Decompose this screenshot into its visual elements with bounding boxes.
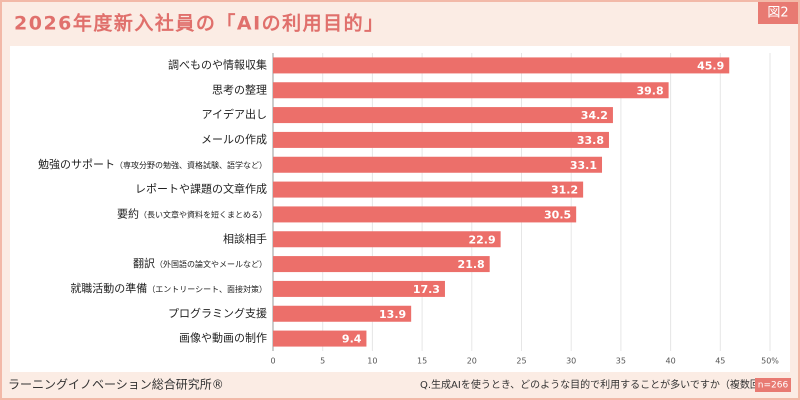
y-tick-label: 勉強のサポート（専攻分野の勉強、資格試験、語学など） bbox=[38, 157, 267, 171]
category-main: 翻訳 bbox=[133, 256, 155, 270]
y-tick-label: 画像や動画の制作 bbox=[179, 331, 267, 345]
x-tick-label: 45 bbox=[715, 357, 725, 366]
badge-box bbox=[758, 2, 798, 24]
bar bbox=[273, 206, 577, 223]
value-label: 34.2 bbox=[581, 109, 608, 122]
y-tick-label: メールの作成 bbox=[201, 133, 267, 146]
category-note: （外国語の論文やメールなど） bbox=[155, 259, 267, 269]
category-note: （専攻分野の勉強、資格試験、語学など） bbox=[115, 159, 267, 169]
bar bbox=[273, 156, 603, 173]
category-note: （エントリーシート、面接対策） bbox=[147, 283, 267, 293]
bar bbox=[273, 231, 501, 248]
y-tick-label: アイデア出し bbox=[202, 107, 267, 121]
bar bbox=[273, 181, 584, 198]
value-label: 13.9 bbox=[379, 308, 406, 321]
category-main: 就職活動の準備 bbox=[70, 281, 147, 295]
y-tick-label: 調べものや情報収集 bbox=[168, 57, 267, 71]
value-label: 33.1 bbox=[570, 159, 597, 172]
y-tick-label: レポートや課題の文章作成 bbox=[135, 182, 267, 196]
y-tick-label: 要約（長い文章や資料を短くまとめる） bbox=[117, 206, 267, 220]
category-main: 要約 bbox=[117, 206, 139, 220]
value-label: 39.8 bbox=[636, 84, 663, 97]
value-label: 33.8 bbox=[577, 134, 604, 147]
x-tick-label: 35 bbox=[616, 357, 626, 366]
x-tick-label: 20 bbox=[467, 357, 477, 366]
source: ラーニングイノベーション総合研究所® bbox=[8, 377, 224, 392]
x-tick-label: 40 bbox=[666, 357, 676, 366]
value-label: 31.2 bbox=[551, 184, 578, 197]
bar bbox=[273, 305, 412, 322]
value-label: 21.8 bbox=[458, 258, 485, 271]
x-tick-label: 10 bbox=[367, 357, 377, 366]
value-label: 17.3 bbox=[413, 283, 440, 296]
chart-title: 2026年度新入社員の「AIの利用目的」 bbox=[14, 12, 385, 35]
bar bbox=[273, 107, 613, 124]
bar bbox=[273, 57, 730, 74]
y-tick-label: プログラミング支援 bbox=[168, 306, 267, 320]
value-label: 30.5 bbox=[544, 208, 571, 221]
bar bbox=[273, 131, 609, 148]
x-tick-label: 25 bbox=[516, 357, 526, 366]
x-tick-label: 30 bbox=[566, 357, 576, 366]
y-tick-label: 翻訳（外国語の論文やメールなど） bbox=[133, 256, 267, 270]
bar bbox=[273, 280, 445, 297]
sample-box bbox=[755, 378, 791, 392]
bar bbox=[273, 82, 669, 99]
category-main: 勉強のサポート bbox=[38, 157, 115, 171]
y-tick-label: 就職活動の準備（エントリーシート、面接対策） bbox=[70, 281, 267, 295]
x-tick-label: 0 bbox=[270, 357, 275, 366]
x-tick-label: 50% bbox=[761, 357, 779, 366]
x-tick-label: 5 bbox=[320, 357, 325, 366]
value-label: 9.4 bbox=[342, 333, 362, 346]
x-tick-label: 15 bbox=[417, 357, 427, 366]
y-tick-label: 思考の整理 bbox=[212, 82, 267, 96]
sample: n=266 bbox=[758, 381, 789, 391]
bar bbox=[273, 256, 490, 273]
value-label: 22.9 bbox=[468, 233, 495, 246]
bar bbox=[273, 330, 367, 347]
value-label: 45.9 bbox=[697, 59, 724, 72]
badge: 図2 bbox=[767, 6, 788, 21]
category-note: （長い文章や資料を短くまとめる） bbox=[139, 209, 267, 219]
question: Q.生成AIを使うとき、どのような目的で利用することが多いですか（複数回答） bbox=[420, 378, 780, 391]
y-tick-label: 相談相手 bbox=[223, 231, 267, 245]
